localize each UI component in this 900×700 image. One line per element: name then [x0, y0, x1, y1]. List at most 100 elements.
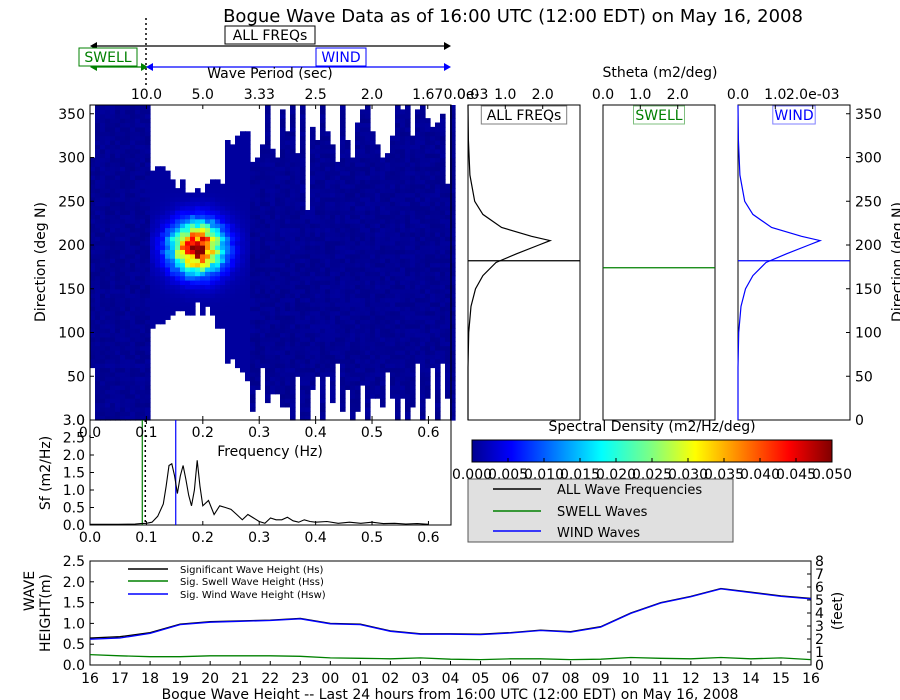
spectrogram-cell	[205, 183, 211, 189]
spectrogram-cell	[370, 218, 376, 224]
history-hour-tick-label: 04	[442, 671, 460, 687]
spectrogram-cell	[100, 411, 106, 417]
spectrogram-cell	[345, 166, 351, 172]
spectrogram-cell	[200, 245, 206, 250]
spectrogram-cell	[140, 393, 146, 399]
spectrogram-cell	[365, 385, 371, 390]
spectrogram-cell	[280, 153, 286, 159]
spectrogram-cell	[140, 205, 146, 211]
spectrogram-cell	[300, 358, 306, 364]
spectrogram-cell	[135, 315, 141, 320]
spectrogram-cell	[260, 315, 266, 320]
spectrogram-cell	[95, 363, 101, 369]
spectrogram-cell	[280, 140, 286, 145]
spectrogram-cell	[105, 214, 111, 220]
spectrogram-cell	[300, 297, 306, 303]
spectrogram-cell	[145, 385, 151, 390]
spectrogram-cell	[315, 341, 321, 347]
spectrogram-cell	[375, 280, 381, 285]
spectrogram-cell	[320, 170, 326, 176]
spectrogram-cell	[110, 140, 116, 145]
spectrogram-cell	[380, 245, 386, 250]
spectrogram-cell	[285, 161, 291, 167]
spectrogram-cell	[130, 148, 136, 154]
spectrogram-cell	[105, 293, 111, 299]
sf-x-tick-label: 0.6	[417, 530, 439, 546]
spectrogram-cell	[405, 205, 411, 211]
spectrogram-cell	[205, 253, 211, 259]
spectrogram-cell	[220, 249, 226, 255]
spectrogram-cell	[105, 328, 111, 334]
spectrogram-cell	[270, 328, 276, 334]
spectrogram-cell	[135, 354, 141, 360]
spectrogram-cell	[420, 315, 426, 320]
spectrogram-cell	[365, 332, 371, 338]
spectrogram-cell	[410, 266, 416, 272]
spectrogram-cell	[310, 175, 316, 180]
spectrogram-cell	[255, 341, 261, 347]
spectrogram-cell	[425, 345, 431, 351]
spectrogram-cell	[290, 266, 296, 272]
spectrogram-cell	[100, 262, 106, 268]
spectrogram-cell	[95, 126, 101, 132]
spectrogram-cell	[280, 402, 286, 408]
spectrogram-cell	[395, 196, 401, 202]
spectrogram-cell	[270, 157, 276, 163]
spectrogram-cell	[320, 258, 326, 264]
spectrogram-cell	[280, 328, 286, 334]
spectrogram-cell	[310, 135, 316, 141]
spectrogram-cell	[250, 293, 256, 299]
spectrogram-cell	[400, 210, 406, 215]
spectrogram-cell	[310, 350, 316, 355]
history-hour-tick-label: 18	[141, 671, 159, 687]
spectrogram-cell	[365, 218, 371, 224]
spectrogram-cell	[235, 205, 241, 211]
spectrogram-cell	[370, 135, 376, 141]
spectrogram-cell	[345, 179, 351, 185]
spectrogram-cell	[135, 113, 141, 119]
spectrogram-cell	[405, 262, 411, 268]
spectrogram-cell	[205, 227, 211, 233]
spectrogram-cell	[440, 323, 446, 329]
spectrogram-cell	[420, 385, 426, 390]
spectrogram-cell	[330, 371, 336, 377]
spectrogram-cell	[235, 315, 241, 320]
spectrogram-cell	[305, 328, 311, 334]
spectrogram-cell	[290, 358, 296, 364]
spectrogram-cell	[410, 223, 416, 229]
spectrogram-cell	[430, 218, 436, 224]
spectrogram-cell	[435, 157, 441, 163]
spectrogram-cell	[245, 310, 251, 316]
spectrogram-cell	[395, 354, 401, 360]
spectrogram-cell	[110, 415, 116, 421]
spectrogram-cell	[275, 166, 281, 172]
spectrogram-cell	[285, 301, 291, 307]
spectrogram-cell	[420, 148, 426, 154]
spectrogram-cell	[320, 161, 326, 167]
spectrogram-cell	[220, 214, 226, 220]
spectrogram-cell	[140, 175, 146, 180]
spectrogram-cell	[380, 275, 386, 281]
spectrogram-cell	[445, 354, 451, 360]
spectrogram-cell	[285, 358, 291, 364]
spectrogram-cell	[230, 345, 236, 351]
spectrogram-cell	[405, 315, 411, 320]
spectrogram-cell	[140, 253, 146, 259]
spectrogram-cell	[365, 258, 371, 264]
spectrogram-cell	[445, 240, 451, 246]
spectrogram-cell	[185, 231, 191, 237]
spectrogram-cell	[125, 166, 131, 172]
spectrogram-cell	[350, 280, 356, 285]
spectrogram-cell	[240, 179, 246, 185]
spectrogram-cell	[420, 192, 426, 198]
spectrogram-cell	[110, 170, 116, 176]
spectrogram-cell	[185, 218, 191, 224]
spectrogram-cell	[390, 345, 396, 351]
spectrogram-cell	[330, 332, 336, 338]
spectrogram-cell	[325, 227, 331, 233]
spectrogram-cell	[350, 245, 356, 250]
spectrogram-cell	[180, 249, 186, 255]
spectrogram-cell	[370, 266, 376, 272]
spectrogram-cell	[430, 345, 436, 351]
spectrogram-cell	[130, 301, 136, 307]
